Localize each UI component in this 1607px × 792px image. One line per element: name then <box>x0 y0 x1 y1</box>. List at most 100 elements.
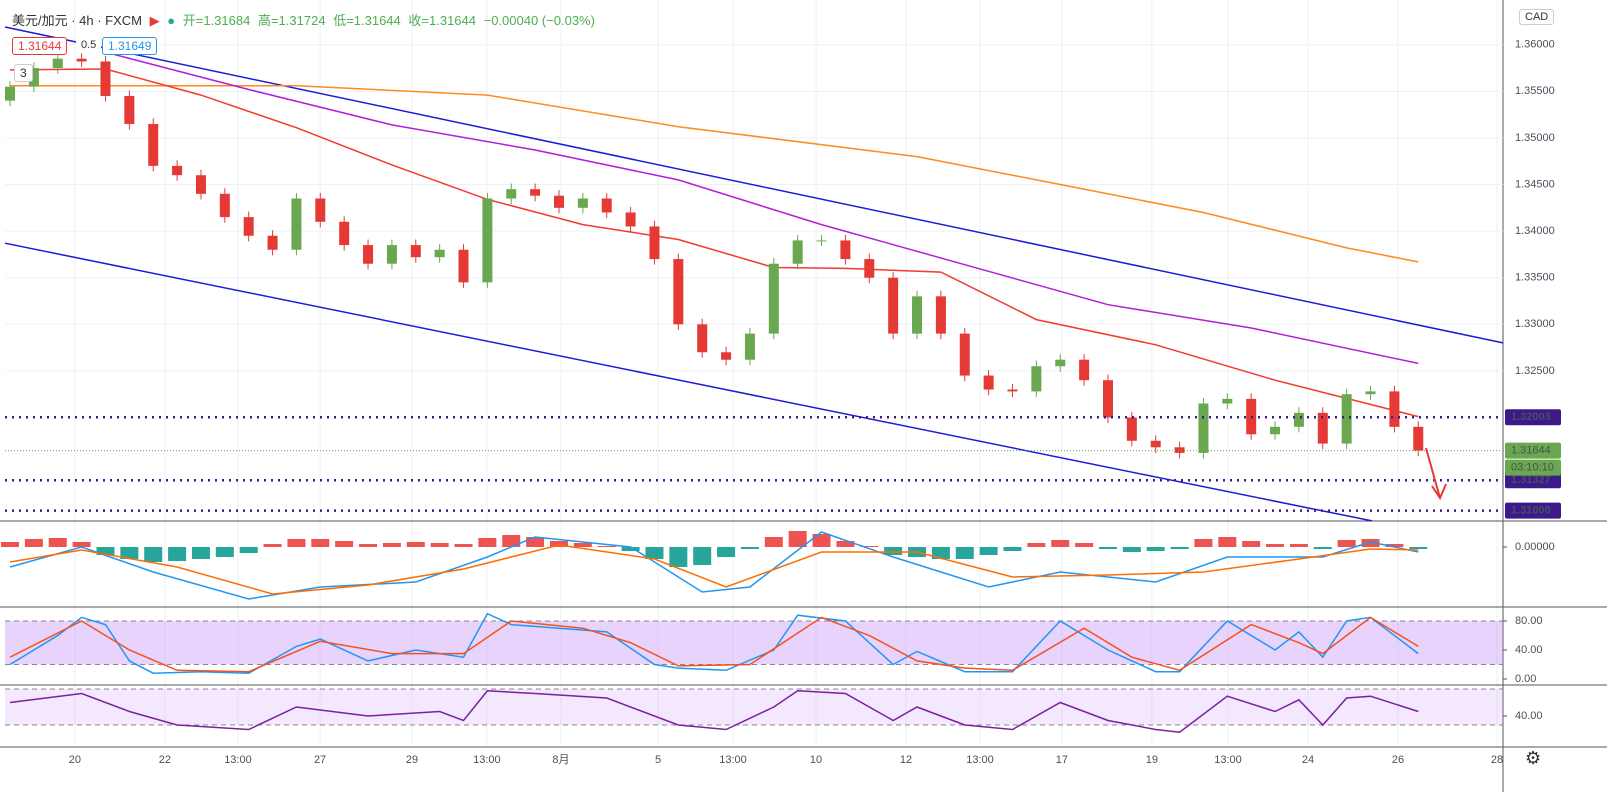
settings-icon[interactable]: ⚙ <box>1525 748 1542 768</box>
macd-histogram-bar <box>1266 544 1285 547</box>
trend-line <box>4 26 1504 344</box>
candle-body <box>983 375 994 390</box>
candle-body <box>530 189 541 196</box>
candle-body <box>267 235 278 250</box>
candle-body <box>601 198 612 213</box>
candle-body <box>172 165 183 176</box>
candle-body <box>458 249 469 283</box>
macd-histogram-bar <box>478 538 497 547</box>
macd-histogram-bar <box>1337 540 1356 547</box>
x-tick-label: 5 <box>655 754 661 766</box>
macd-histogram-bar <box>72 542 91 547</box>
symbol: 美元/加元 · 4h · FXCM <box>12 13 143 28</box>
candle-body <box>124 95 135 124</box>
candle-body <box>339 221 350 246</box>
candle-body <box>912 296 923 334</box>
count-button[interactable]: 3 <box>14 64 33 82</box>
macd-histogram-bar <box>788 531 807 547</box>
candle-body <box>363 245 374 264</box>
x-tick-label: 22 <box>159 754 171 766</box>
x-tick-label: 26 <box>1392 754 1404 766</box>
x-tick-label: 10 <box>810 754 822 766</box>
macd-histogram-bar <box>263 544 282 547</box>
x-tick-label: 13:00 <box>473 754 501 766</box>
candle-body <box>100 61 111 96</box>
macd-histogram-bar <box>1242 541 1261 547</box>
macd-histogram-bar <box>549 541 568 547</box>
candle-body <box>840 240 851 260</box>
macd-histogram-bar <box>860 546 879 547</box>
candle-body <box>673 259 684 325</box>
macd-histogram-bar <box>454 544 473 547</box>
macd-histogram-bar <box>836 541 855 547</box>
macd-histogram-bar <box>120 547 139 559</box>
candle-body <box>1150 440 1161 448</box>
x-tick-label: 28 <box>1491 754 1503 766</box>
x-tick-label: 8月 <box>552 754 569 766</box>
candle-body <box>148 123 159 166</box>
arrow <box>1425 447 1447 501</box>
macd-histogram-bar <box>526 537 545 547</box>
macd-histogram-bar <box>1385 544 1404 547</box>
macd-histogram-bar <box>1146 547 1165 551</box>
macd-histogram-bar <box>144 547 163 562</box>
x-tick-label: 19 <box>1146 754 1158 766</box>
ohlc-close: 收=1.31644 <box>408 13 476 28</box>
candle-body <box>1055 359 1066 367</box>
y-tick-label: 40.00 <box>1515 644 1543 656</box>
macd-histogram-bar <box>239 547 258 553</box>
flag: ▶ <box>149 13 160 28</box>
x-tick-label: 13:00 <box>224 754 252 766</box>
sell-button[interactable]: 1.31644 <box>12 37 68 55</box>
macd-histogram-bar <box>1075 543 1094 547</box>
candle-body <box>1413 426 1424 451</box>
macd-histogram-bar <box>621 547 640 551</box>
macd-histogram-bar <box>1098 547 1117 549</box>
moving-average <box>105 51 1419 365</box>
candle-body <box>864 259 875 278</box>
macd-line <box>9 531 1419 600</box>
macd-histogram-bar <box>955 547 974 559</box>
level-tag <box>1505 409 1561 426</box>
trend-line <box>4 242 1373 522</box>
macd-histogram-bar <box>1409 547 1428 549</box>
macd-histogram-bar <box>645 547 664 559</box>
macd-histogram-bar <box>406 542 425 547</box>
buy-button[interactable]: 1.31649 <box>102 37 158 55</box>
moving-average <box>9 68 1419 418</box>
candle-body <box>1293 412 1304 427</box>
level-tag <box>1505 502 1561 519</box>
macd-histogram-bar <box>931 547 950 559</box>
candle-body <box>888 277 899 334</box>
macd-histogram-bar <box>1 542 20 547</box>
macd-histogram-bar <box>215 547 234 557</box>
level-tag <box>1505 472 1561 489</box>
oscillator-line <box>9 612 1419 674</box>
candle-body <box>1126 417 1137 441</box>
candle-body <box>959 333 970 376</box>
candle-body <box>1031 366 1042 392</box>
candle-body <box>577 198 588 208</box>
macd-histogram-bar <box>1361 539 1380 547</box>
macd-histogram-bar <box>1122 547 1141 552</box>
candle-body <box>434 249 445 258</box>
level-label: 1.31327 <box>1511 474 1551 486</box>
y-tick-label: 1.35000 <box>1515 132 1555 144</box>
candle-body <box>935 296 946 334</box>
macd-histogram-bar <box>1218 537 1237 547</box>
candle-body <box>1007 389 1018 392</box>
x-tick-label: 13:00 <box>966 754 994 766</box>
macd-histogram-bar <box>48 538 67 547</box>
y-tick-label: 0.00000 <box>1515 541 1555 553</box>
candle-body <box>219 193 230 218</box>
candle-body <box>1389 391 1400 427</box>
candle-body <box>410 245 421 258</box>
candle-body <box>386 245 397 264</box>
level-label: 1.31000 <box>1511 505 1551 517</box>
macd-histogram-bar <box>359 544 378 547</box>
candle-body <box>1270 426 1281 435</box>
candle-body <box>1222 398 1233 404</box>
macd-histogram-bar <box>764 537 783 547</box>
macd-histogram-bar <box>502 535 521 547</box>
macd-line <box>9 544 1419 595</box>
